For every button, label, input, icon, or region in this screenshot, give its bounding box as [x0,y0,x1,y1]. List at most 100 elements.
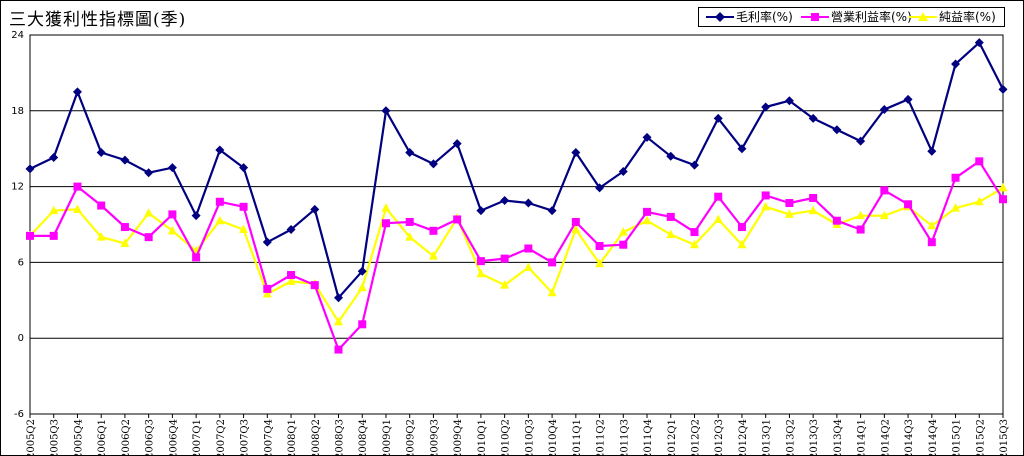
data-point-triangle [689,239,699,249]
data-point-diamond [784,96,794,106]
x-tick-label: 2011Q3 [619,419,630,455]
x-tick-label: 2009Q3 [429,419,440,455]
y-tick-label: 12 [11,182,24,193]
x-tick-label: 2011Q2 [596,419,607,455]
data-point-square [927,238,936,247]
data-point-square [595,241,604,250]
data-point-diamond [357,266,367,276]
data-point-triangle [120,238,130,247]
data-point-triangle [998,182,1008,192]
data-point-triangle [286,276,296,285]
data-point-triangle [334,316,344,326]
x-tick-label: 2009Q2 [406,419,417,455]
series-line-square [30,160,1004,351]
data-point-triangle [239,224,249,234]
data-point-square [737,223,746,232]
data-point-diamond [381,106,391,116]
data-point-triangle [547,287,557,297]
x-tick-label: 2014Q4 [928,419,939,455]
data-point-square [215,197,224,206]
data-point-square [832,216,841,225]
data-point-diamond [167,163,177,173]
x-tick-label: 2010Q1 [477,419,488,455]
x-tick-label: 2009Q4 [453,419,464,455]
data-point-triangle [144,208,154,217]
data-point-square [476,257,485,266]
data-point-triangle [381,203,391,212]
x-tick-label: 2010Q4 [548,419,559,455]
data-point-square [761,191,770,200]
data-point-diamond [144,168,154,178]
data-point-square [144,233,153,242]
legend-label-operating-margin: 營業利益率(%) [831,10,912,24]
legend-label-gross-margin: 毛利率(%) [736,10,793,24]
data-point-square [880,186,889,195]
x-tick-label: 2007Q1 [192,419,203,455]
x-tick-label: 2012Q1 [667,419,678,455]
x-tick-label: 2015Q1 [952,419,963,455]
data-point-square [287,271,296,280]
data-point-diamond [334,293,344,303]
x-tick-label: 2008Q3 [335,419,346,455]
x-tick-label: 2010Q3 [524,419,535,455]
data-point-diamond [713,113,723,123]
data-point-diamond [428,159,438,169]
data-point-triangle [215,215,225,225]
data-point-diamond [903,94,913,104]
data-point-square [26,231,34,240]
legend-label-net-margin: 純益率(%) [939,10,996,24]
x-tick-label: 2014Q1 [857,419,868,455]
data-point-triangle [523,262,533,271]
data-point-triangle [951,203,961,212]
x-tick-label: 2008Q4 [358,419,369,455]
data-point-diamond [476,206,486,216]
chart-title: 三大獲利性指標圖(季) [9,10,187,30]
data-point-diamond [689,160,699,170]
legend-triangle-marker-icon [909,12,937,21]
x-tick-label: 2006Q3 [145,419,156,455]
data-point-triangle [784,209,794,218]
data-point-square [263,284,272,293]
data-point-diamond [927,146,937,156]
x-tick-label: 2007Q3 [240,419,251,455]
data-point-triangle [428,251,438,260]
x-tick-label: 2011Q1 [572,419,583,455]
x-tick-label: 2013Q2 [785,419,796,455]
x-tick-label: 2005Q4 [73,419,84,455]
data-point-diamond [310,204,320,214]
data-point-diamond [595,183,605,193]
x-tick-label: 2006Q4 [168,419,179,455]
data-point-triangle [405,232,415,241]
data-point-square [619,240,628,249]
data-point-diamond [120,155,130,165]
data-point-diamond [951,59,961,69]
y-tick-label: 6 [18,257,24,268]
data-point-triangle [96,232,106,241]
x-tick-label: 2013Q3 [809,419,820,455]
data-point-square [429,226,438,235]
data-point-square [904,200,913,209]
x-tick-label: 2014Q2 [880,419,891,455]
data-point-square [714,192,723,201]
x-tick-label: 2007Q4 [263,419,274,455]
data-point-triangle [879,210,889,220]
data-point-square [334,345,343,354]
data-point-diamond [72,87,82,97]
data-point-diamond [832,125,842,135]
data-point-square [405,217,414,226]
data-point-diamond [642,132,652,142]
data-point-diamond [761,102,771,112]
data-point-diamond [49,153,59,163]
data-point-square [239,202,248,211]
data-point-square [192,253,201,262]
x-tick-label: 2009Q1 [382,419,393,455]
data-point-diamond [191,211,201,221]
data-point-triangle [618,227,628,236]
data-point-square [168,210,177,219]
data-point-square [524,244,533,253]
data-point-diamond [405,147,415,157]
data-point-square [73,182,82,191]
data-point-triangle [974,196,984,206]
data-point-square [999,195,1007,204]
